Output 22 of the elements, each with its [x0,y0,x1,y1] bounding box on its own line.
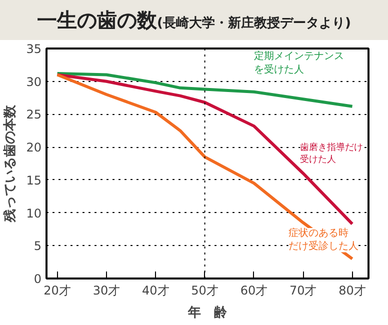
y-tick-label: 10 [26,206,42,220]
series-label: 歯磨き指導だけ受けた人 [300,142,364,165]
y-tick-label: 15 [26,173,42,188]
series-label: 定期メインテナンスを受けた人 [254,50,344,76]
x-tick-label: 20才 [44,284,71,298]
x-tick-label: 70才 [289,284,317,298]
chart-title: 一生の歯の数 [37,8,158,32]
chart-subtitle: (長崎大学・新庄教授データより) [157,16,351,31]
y-tick-label: 35 [26,42,42,56]
y-tick-label: 30 [26,74,42,89]
x-tick-label: 50才 [191,284,218,298]
y-tick-label: 20 [26,140,42,155]
x-axis-title: 年 齢 [187,306,228,320]
x-tick-label: 60才 [240,284,268,298]
x-tick-label: 80才 [338,284,366,298]
x-tick-label: 40才 [142,284,170,298]
y-tick-label: 25 [26,108,42,122]
y-tick-label: 5 [34,239,42,254]
y-axis-title: 残っている歯の本数 [3,104,18,223]
x-tick-label: 30才 [92,284,120,298]
y-tick-label: 0 [34,272,42,286]
series-label: 症状のある時だけ受診した人 [288,227,358,252]
